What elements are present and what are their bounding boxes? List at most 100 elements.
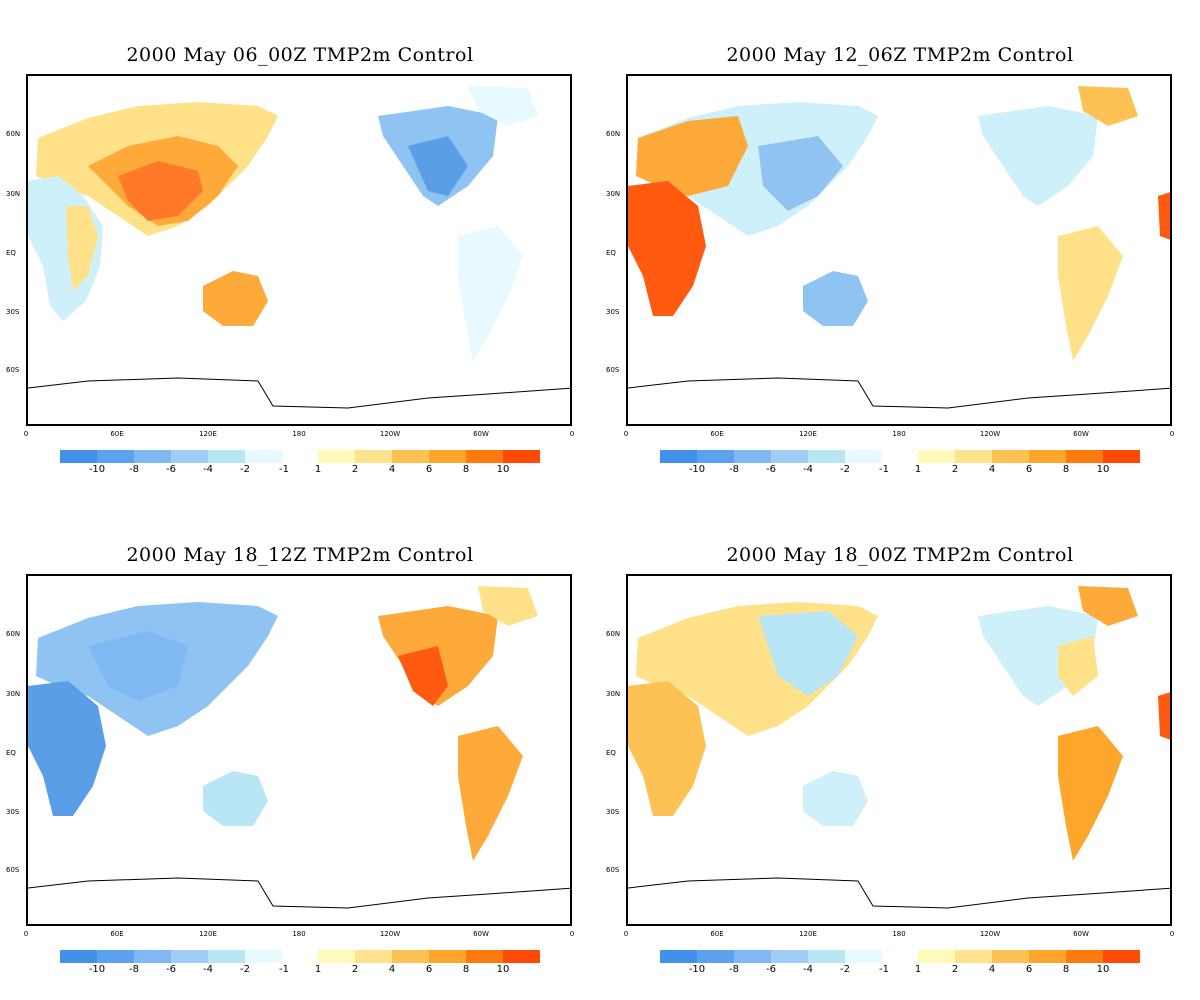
- region-australia: [203, 771, 268, 826]
- colorbar-tick: -4: [803, 464, 813, 475]
- colorbar-negative: [60, 950, 282, 963]
- lon-label: 0: [1169, 430, 1175, 438]
- lat-label: 60S: [606, 866, 620, 874]
- colorbar-swatch: [992, 950, 1029, 963]
- colorbar-swatch: [771, 950, 808, 963]
- colorbar-swatch: [97, 950, 134, 963]
- colorbar-tick: 10: [496, 464, 510, 475]
- colorbar-positive: [918, 450, 1140, 463]
- colorbar-swatch: [208, 950, 245, 963]
- region-australia: [203, 271, 268, 326]
- colorbar-swatch: [992, 450, 1029, 463]
- lat-label: 60S: [6, 366, 20, 374]
- colorbar-swatch: [660, 450, 697, 463]
- colorbar-swatch: [245, 950, 282, 963]
- colorbar-tick: 2: [951, 464, 959, 475]
- region-greenland: [1078, 86, 1138, 126]
- lat-label: 30S: [6, 808, 20, 816]
- panel-title: 2000 May 18_00Z TMP2m Control: [726, 544, 1074, 566]
- lon-label: 60E: [110, 930, 124, 938]
- colorbar-swatch: [171, 950, 208, 963]
- lon-label: 180: [892, 430, 906, 438]
- colorbar-tick: 2: [351, 464, 359, 475]
- lon-label: 120W: [979, 930, 1001, 938]
- colorbar-negative: [660, 450, 882, 463]
- lon-label: 180: [292, 430, 306, 438]
- colorbar-tick: 4: [388, 464, 396, 475]
- lat-label: 60S: [6, 866, 20, 874]
- lat-label: EQ: [6, 749, 16, 757]
- colorbar-negative: [660, 950, 882, 963]
- colorbar-swatch: [134, 950, 171, 963]
- colorbar-tick: -8: [129, 964, 139, 975]
- colorbar-tick: -10: [688, 464, 706, 475]
- lon-label: 0: [1169, 930, 1175, 938]
- lat-label: 30S: [6, 308, 20, 316]
- map-panel-4: 2000 May 18_00Z TMP2m Control 60N 30N EQ…: [600, 500, 1200, 1000]
- colorbar-swatch: [734, 450, 771, 463]
- region-mexico-us: [398, 646, 448, 706]
- colorbar-swatch: [845, 450, 882, 463]
- lon-label: 0: [23, 430, 29, 438]
- region-africa: [628, 681, 706, 816]
- lon-label: 180: [892, 930, 906, 938]
- colorbar-tick: -1: [279, 964, 289, 975]
- lon-label: 0: [23, 930, 29, 938]
- panel-title: 2000 May 06_00Z TMP2m Control: [126, 44, 474, 66]
- colorbar-swatch: [60, 450, 97, 463]
- map-panel-1: 2000 May 06_00Z TMP2m Control 60N 30N EQ…: [0, 0, 600, 500]
- map-area: [626, 74, 1172, 426]
- temperature-map: [628, 586, 1170, 909]
- lat-label: 30S: [606, 308, 620, 316]
- colorbar-tick: -2: [240, 464, 250, 475]
- colorbar-swatch: [918, 950, 955, 963]
- lat-label: 30S: [606, 808, 620, 816]
- region-south-america: [458, 726, 523, 861]
- colorbar-tick: -8: [729, 464, 739, 475]
- colorbar-tick: 6: [1025, 964, 1033, 975]
- colorbar-swatch: [771, 450, 808, 463]
- map-area: [26, 574, 572, 926]
- colorbar-tick: -1: [279, 464, 289, 475]
- lon-label: 0: [623, 930, 629, 938]
- colorbar-swatch: [955, 950, 992, 963]
- temperature-map: [28, 586, 570, 909]
- colorbar-positive: [318, 450, 540, 463]
- region-greenland: [1078, 586, 1138, 626]
- map-area: [626, 574, 1172, 926]
- temperature-map: [628, 86, 1170, 409]
- panel-title: 2000 May 18_12Z TMP2m Control: [126, 544, 474, 566]
- lat-label: EQ: [6, 249, 16, 257]
- lat-label: 60N: [606, 130, 621, 138]
- colorbar-swatch: [808, 450, 845, 463]
- colorbar-tick: -2: [840, 964, 850, 975]
- colorbar-swatch: [466, 450, 503, 463]
- colorbar-swatch: [1066, 450, 1103, 463]
- lat-label: 60N: [6, 130, 21, 138]
- lon-label: 120E: [199, 430, 217, 438]
- colorbar-swatch: [392, 450, 429, 463]
- region-greenland: [478, 586, 538, 626]
- region-australia: [803, 271, 868, 326]
- lon-label: 120W: [379, 930, 401, 938]
- colorbar-tick: -6: [766, 464, 776, 475]
- region-africa-east-edge: [1158, 192, 1170, 240]
- lon-label: 120E: [199, 930, 217, 938]
- colorbar-tick: 2: [351, 964, 359, 975]
- colorbar-swatch: [697, 450, 734, 463]
- region-south-america: [458, 226, 523, 361]
- region-africa-east-edge: [1158, 692, 1170, 740]
- colorbar-tick: 4: [988, 464, 996, 475]
- colorbar-tick: -6: [166, 464, 176, 475]
- lat-label: 30N: [606, 690, 621, 698]
- lat-label: EQ: [606, 749, 616, 757]
- coastline-antarctica: [28, 377, 570, 409]
- colorbar-swatch: [429, 950, 466, 963]
- region-central-asia: [88, 631, 188, 701]
- colorbar-tick: 1: [314, 464, 322, 475]
- lon-label: 60W: [473, 930, 489, 938]
- region-africa: [28, 681, 106, 816]
- lon-label: 0: [569, 430, 575, 438]
- colorbar-positive: [318, 950, 540, 963]
- lon-label: 180: [292, 930, 306, 938]
